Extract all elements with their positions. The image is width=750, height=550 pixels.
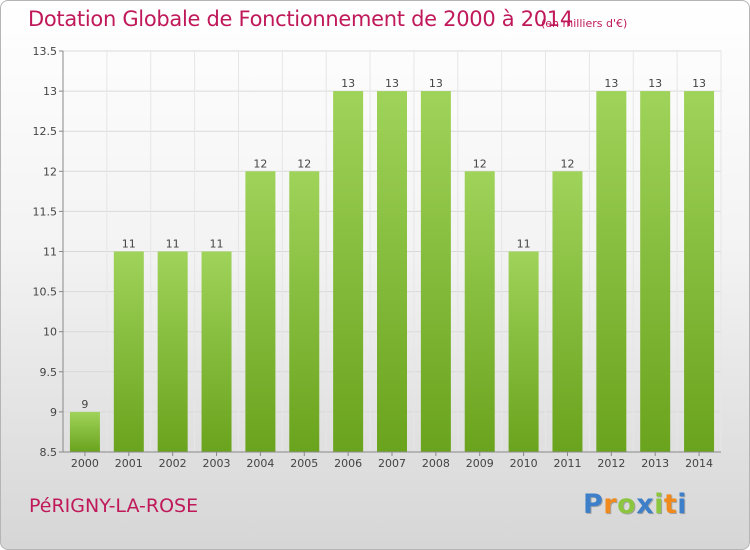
bar [596,91,627,452]
bar [201,251,232,452]
x-tick-label: 2000 [71,457,99,470]
bar [684,91,715,452]
x-tick-label: 2011 [553,457,581,470]
x-tick-label: 2010 [510,457,538,470]
x-tick-label: 2002 [159,457,187,470]
y-tick-label: 9 [50,406,57,419]
x-tick-label: 2005 [290,457,318,470]
logo-letter: i [654,489,664,520]
location-name: PéRIGNY-LA-ROSE [29,495,199,517]
data-label: 12 [297,157,311,170]
x-tick-label: 2014 [685,457,713,470]
data-labels: 9 11 11 11 12 12 13 13 13 12 11 12 13 13 13 [81,77,706,411]
x-tick-label: 2013 [641,457,669,470]
data-label: 12 [253,157,267,170]
data-label: 11 [122,238,136,251]
y-tick-label: 11.5 [33,205,58,218]
logo-letter: i [677,489,688,520]
logo-letter: P [583,489,604,520]
y-tick-label: 10.5 [33,286,58,299]
bar [464,171,495,453]
bars [69,91,715,453]
data-label: 13 [692,77,706,90]
bar [289,171,320,453]
bar [245,171,276,453]
chart-subtitle: (en milliers d'€) [541,17,628,30]
y-tick-label: 12.5 [33,125,58,138]
bar [552,171,583,453]
bar [157,251,188,452]
axes: 8.5 9 9.5 10 10.5 11 11.5 12 12.5 13 13.5 2000 2001 2… [33,45,721,470]
logo-letter: r [603,489,618,520]
bar [508,251,539,452]
y-tick-label: 13.5 [33,45,58,58]
chart-title: Dotation Globale de Fonctionnement de 20… [28,7,573,31]
data-label: 13 [341,77,355,90]
logo-letter: t [663,489,678,520]
x-tick-label: 2012 [597,457,625,470]
bar [69,411,100,452]
x-tick-label: 2001 [115,457,143,470]
data-label: 12 [473,157,487,170]
data-label: 11 [166,238,180,251]
logo-letter: x [636,489,655,520]
data-label: 13 [648,77,662,90]
x-tick-label: 2008 [422,457,450,470]
bar [640,91,671,452]
bar [333,91,364,452]
y-tick-label: 10 [43,326,57,339]
y-tick-label: 8.5 [40,446,58,459]
x-tick-label: 2003 [203,457,231,470]
x-tick-label: 2006 [334,457,362,470]
bar [420,91,451,452]
proxiti-logo: Proxiti [583,489,687,520]
x-tick-label: 2009 [466,457,494,470]
y-tick-label: 11 [43,246,57,259]
logo-letter: o [617,489,637,520]
data-label: 13 [385,77,399,90]
y-tick-label: 9.5 [40,366,58,379]
y-tick-label: 13 [43,85,57,98]
x-tick-label: 2004 [246,457,274,470]
x-tick-label: 2007 [378,457,406,470]
y-tick-label: 12 [43,165,57,178]
data-label: 9 [81,398,88,411]
data-label: 11 [517,238,531,251]
data-label: 13 [604,77,618,90]
bar [377,91,407,452]
data-label: 11 [210,238,224,251]
bar [113,251,144,452]
data-label: 12 [560,157,574,170]
data-label: 13 [429,77,443,90]
